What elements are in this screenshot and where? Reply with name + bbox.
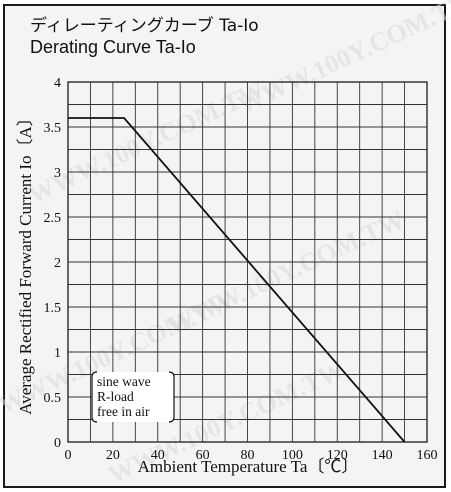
chart-title-japanese: ディレーティングカーブ Ta-Io: [30, 16, 259, 36]
annotation-line: free in air: [97, 404, 150, 419]
x-tick-label: 120: [327, 448, 348, 463]
chart-series: [67, 117, 406, 443]
watermark-text: WWW.100Y.COM.TW: [234, 0, 451, 120]
x-tick-label: 40: [151, 448, 165, 463]
x-tick-label: 160: [417, 448, 438, 463]
y-tick-label: 2: [54, 256, 61, 271]
y-tick-label: 0: [54, 436, 61, 451]
x-axis-ticks: 0 20 40 60 80 100 120 140 160: [65, 448, 438, 463]
x-tick-label: 140: [372, 448, 393, 463]
chart-grid: [67, 81, 428, 443]
y-tick-label: 3: [54, 166, 61, 181]
x-tick-label: 80: [241, 448, 255, 463]
y-tick-label: 4: [54, 76, 61, 91]
x-tick-label: 60: [196, 448, 210, 463]
annotation-bracket-left: [91, 371, 98, 423]
annotation-line: R-load: [97, 389, 134, 404]
chart-panel: [3, 4, 446, 488]
x-axis-label: Ambient Temperature Ta〔℃〕: [138, 457, 359, 476]
chart-title-block: ディレーティングカーブ Ta-Io Derating Curve Ta-Io: [30, 16, 259, 58]
y-tick-label: 3.5: [44, 121, 62, 136]
y-axis-label: Average Rectified Forward Current Io〔A〕: [16, 109, 35, 415]
chart-title-english: Derating Curve Ta-Io: [30, 37, 196, 57]
y-tick-label: 1.5: [44, 301, 62, 316]
x-tick-label: 0: [65, 448, 72, 463]
y-tick-label: 1: [54, 346, 61, 361]
annotation-bracket-right: [168, 371, 175, 423]
x-tick-label: 100: [282, 448, 303, 463]
annotation-background: [92, 372, 174, 422]
x-tick-label: 20: [106, 448, 120, 463]
y-tick-label: 2.5: [44, 211, 62, 226]
y-axis-ticks: 0 0.5 1 1.5 2 2.5 3 3.5 4: [44, 76, 62, 451]
annotation-line: sine wave: [97, 374, 151, 389]
watermark-text: WWW.100Y.COM.TW: [24, 75, 270, 210]
y-tick-label: 0.5: [44, 391, 62, 406]
